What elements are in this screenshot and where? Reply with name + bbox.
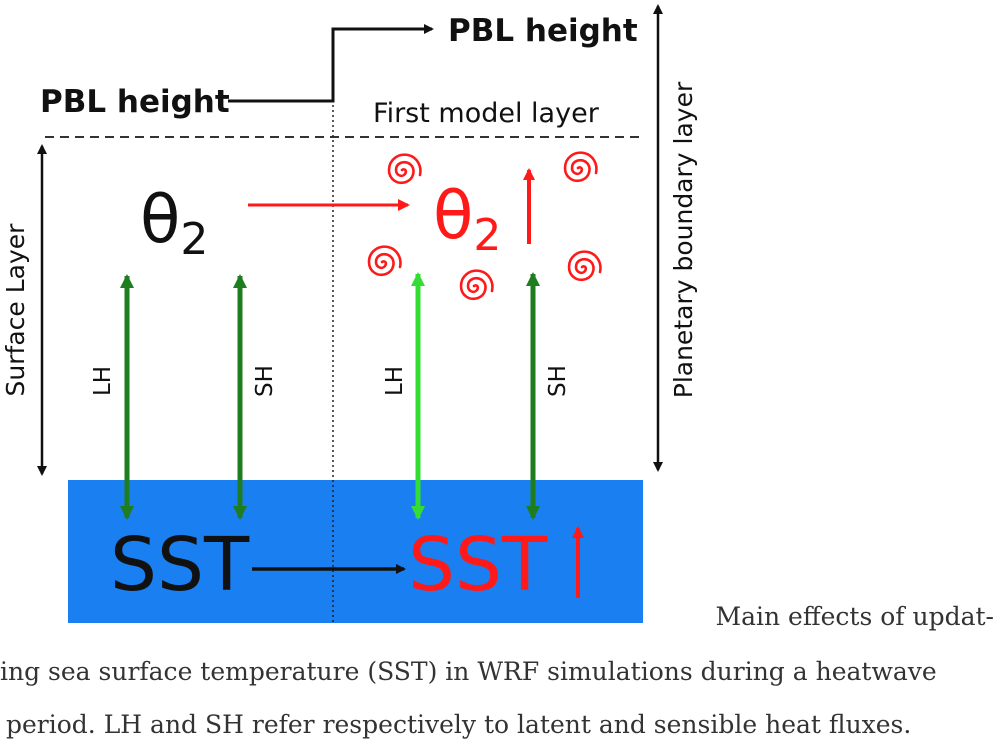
sh-right-label: SH — [545, 365, 571, 397]
caption-line-2: ing sea surface temperature (SST) in WRF… — [0, 657, 937, 686]
caption-line-1: Main effects of updat- — [716, 602, 994, 631]
ocean-block — [68, 480, 643, 623]
sh-left-label: SH — [252, 365, 278, 397]
pbl-height-left-label: PBL height — [40, 84, 230, 120]
turbulence-spiral-icon — [459, 269, 494, 301]
surface-layer-label: Surface Layer — [1, 223, 30, 397]
lh-left-label: LH — [90, 366, 116, 396]
pbl-height-connector — [228, 24, 434, 103]
planetary-boundary-layer-label: Planetary boundary layer — [669, 81, 698, 398]
first-model-layer-label: First model layer — [373, 98, 600, 129]
turbulence-spiral-icon — [563, 151, 598, 183]
turbulence-spiral-icon — [367, 245, 402, 277]
caption-line-3: period. LH and SH refer respectively to … — [6, 710, 911, 739]
pbl-height-right-label: PBL height — [448, 13, 638, 49]
turbulence-spiral-icon — [387, 153, 422, 185]
sst-right-label: SST — [408, 522, 548, 608]
theta-right: θ2 — [433, 177, 501, 261]
theta-left: θ2 — [140, 181, 208, 265]
turbulence-spiral-icon — [567, 250, 602, 282]
lh-right-label: LH — [382, 366, 408, 396]
sst-left-label: SST — [110, 522, 250, 608]
